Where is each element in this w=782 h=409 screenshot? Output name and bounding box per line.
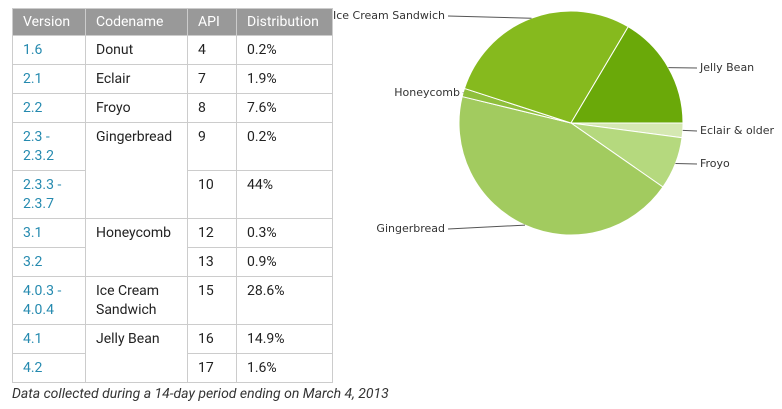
api-cell: 8	[187, 93, 237, 123]
codename-cell: Jelly Bean	[85, 324, 188, 383]
header-row: Version Codename API Distribution	[12, 8, 333, 36]
leader-line	[675, 162, 698, 165]
table-row: 2.2 Froyo 8 7.6%	[12, 93, 333, 123]
api-cell: 15	[187, 276, 237, 325]
api-cell: 10	[187, 170, 237, 219]
table-row: 4.2 17 1.6%	[12, 353, 333, 383]
version-cell: 4.2	[12, 353, 86, 383]
pie-slice	[570, 26, 684, 124]
codename-cell: Gingerbread	[85, 122, 188, 219]
distribution-cell: 44%	[236, 170, 333, 219]
table-row: 4.1 Jelly Bean 16 14.9%	[12, 324, 333, 383]
slice-label: Eclair & older	[700, 124, 774, 137]
leader-line	[447, 15, 532, 19]
api-cell: 13	[187, 247, 237, 277]
distribution-cell: 7.6%	[236, 93, 333, 123]
header-cell: Distribution	[236, 8, 333, 36]
codename-cell: Donut	[85, 35, 188, 65]
leader-line	[682, 129, 698, 132]
version-cell: 1.6	[12, 35, 86, 65]
slice-label: Froyo	[700, 157, 730, 170]
footnote: Data collected during a 14-day period en…	[12, 386, 389, 402]
slice-label: Jelly Bean	[699, 61, 754, 74]
distribution-cell: 0.3%	[236, 218, 333, 248]
codename-cell: Ice Cream Sandwich	[85, 276, 188, 325]
distribution-cell: 14.9%	[236, 324, 333, 354]
api-cell: 4	[187, 35, 237, 65]
leader-line	[447, 224, 526, 230]
table-row: 2.3.3 - 2.3.7 10 44%	[12, 170, 333, 219]
slice-label: Ice Cream Sandwich	[333, 9, 445, 22]
distribution-cell: 28.6%	[236, 276, 333, 325]
distribution-cell: 0.9%	[236, 247, 333, 277]
api-cell: 16	[187, 324, 237, 354]
version-cell: 2.3 - 2.3.2	[12, 122, 86, 171]
pie-slice	[458, 95, 664, 236]
slice-label: Honeycomb	[394, 86, 460, 99]
slice-label: Gingerbread	[376, 222, 445, 235]
header-cell: Version	[12, 8, 86, 36]
table-row: 1.6 Donut 4 0.2%	[12, 35, 333, 65]
distribution-cell: 1.6%	[236, 353, 333, 383]
table-row: 3.1 Honeycomb 12 0.3%	[12, 218, 333, 277]
version-table: Version Codename API Distribution 1.6 Donut 4…	[12, 8, 333, 383]
table-row: 2.1 Eclair 7 1.9%	[12, 64, 333, 94]
table-row: 4.0.3 - 4.0.4 Ice Cream Sandwich 15 28.6%	[12, 276, 333, 325]
distribution-cell: 1.9%	[236, 64, 333, 94]
table-row: 3.2 13 0.9%	[12, 247, 333, 277]
